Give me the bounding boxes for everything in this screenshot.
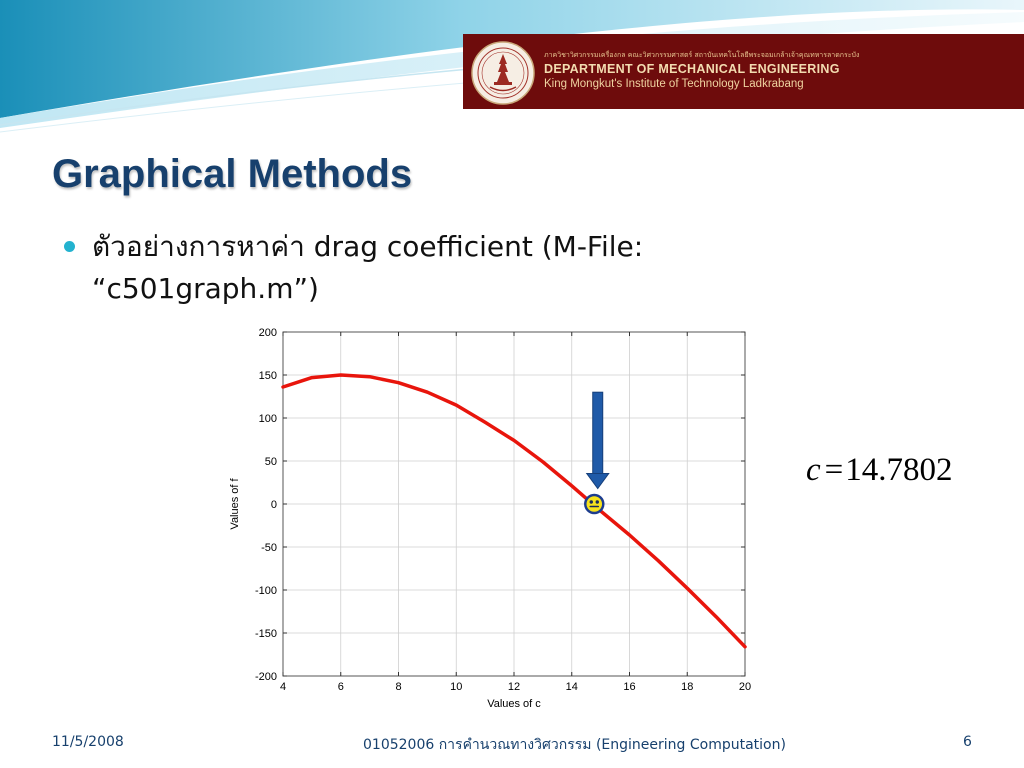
- equation-variable: c: [806, 452, 821, 488]
- x-axis-label: Values of c: [487, 698, 541, 710]
- down-arrow-icon: [585, 391, 610, 490]
- arrow-shaft: [592, 391, 604, 476]
- banner-department-name: DEPARTMENT OF MECHANICAL ENGINEERING: [544, 62, 840, 76]
- bullet-text: ตัวอย่างการหาค่า drag coefficient (M-Fil…: [92, 226, 772, 310]
- x-tick-label: 16: [623, 681, 635, 693]
- x-tick-label: 4: [280, 681, 286, 693]
- series-line: [281, 373, 747, 649]
- smiley-face: [584, 493, 605, 515]
- y-tick-label: 0: [271, 499, 277, 511]
- chart-grid: [282, 331, 746, 677]
- smiley-face-icon: [584, 493, 605, 515]
- arrow-head: [585, 473, 610, 490]
- y-tick-label: -100: [255, 585, 277, 597]
- y-tick-label: 150: [259, 370, 277, 382]
- x-tick-label: 14: [566, 681, 578, 693]
- bullet-filename-text: “c501graph.m”): [92, 272, 319, 305]
- slide-title: Graphical Methods: [52, 152, 413, 196]
- x-tick-label: 20: [739, 681, 751, 693]
- footer-course: 01052006 การคำนวณทางวิศวกรรม (Engineerin…: [363, 737, 786, 753]
- footer-page-number: 6: [963, 734, 972, 750]
- axis-ticks: 4 6 8 10 12 14 16 18 20 200 150 100 50 0 -50 -100 -150 -2…: [255, 327, 751, 693]
- y-tick-label: -50: [261, 542, 277, 554]
- banner-institute-name: King Mongkut's Institute of Technology L…: [544, 78, 804, 90]
- bullet-dot-icon: [64, 241, 75, 252]
- root-equation: c =14.7802: [806, 452, 953, 489]
- footer-date: 11/5/2008: [52, 734, 124, 750]
- chart-series: [281, 373, 747, 649]
- x-tick-label: 6: [338, 681, 344, 693]
- x-tick-label: 18: [681, 681, 693, 693]
- x-tick-label: 12: [508, 681, 520, 693]
- y-tick-label: -150: [255, 628, 277, 640]
- drag-coefficient-chart: 4 6 8 10 12 14 16 18 20 200 150 100 50 0 -50 -100 -150 -2…: [229, 327, 751, 710]
- y-tick-label: 200: [259, 327, 277, 339]
- chart-annotations: [584, 391, 610, 515]
- y-axis-label: Values of f: [229, 477, 241, 529]
- bullet-english-text: drag coefficient (M-File:: [313, 230, 644, 263]
- equation-equals: =: [824, 452, 844, 488]
- smiley-eye: [589, 500, 593, 504]
- x-tick-label: 8: [395, 681, 401, 693]
- equation-value: 14.7802: [845, 452, 953, 488]
- y-tick-label: -200: [255, 671, 277, 683]
- bullet-thai-text: ตัวอย่างการหาค่า: [92, 230, 305, 263]
- x-tick-label: 10: [450, 681, 462, 693]
- y-tick-label: 100: [259, 413, 277, 425]
- y-tick-label: 50: [265, 456, 277, 468]
- university-seal-icon: [471, 41, 535, 105]
- banner-thai-department-name: ภาควิชาวิศวกรรมเครื่องกล คณะวิศวกรรมศาสต…: [544, 51, 860, 59]
- department-banner: [463, 34, 1024, 109]
- smiley-eye: [595, 500, 599, 504]
